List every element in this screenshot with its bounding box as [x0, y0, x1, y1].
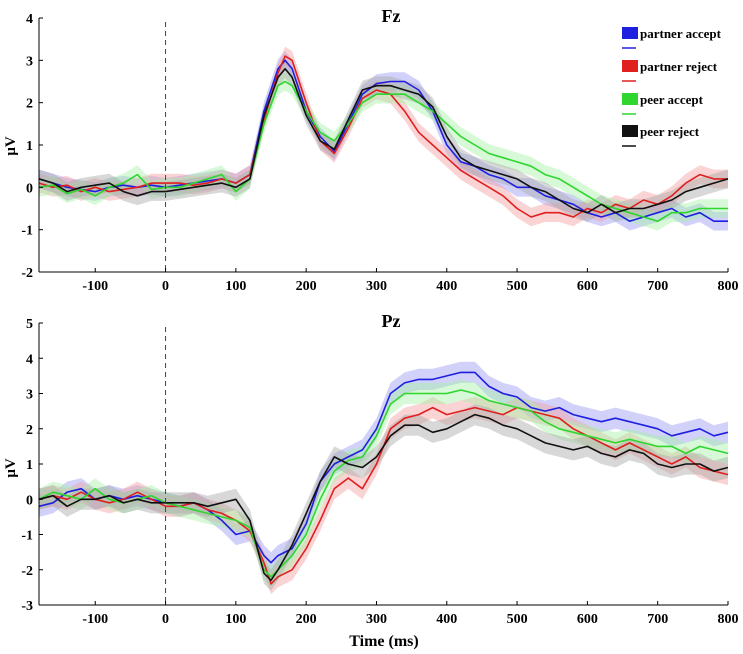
fz-band-partner-accept	[39, 51, 728, 231]
pz-x-tick-label: 800	[718, 612, 739, 627]
legend-label-partner-accept: partner accept	[640, 26, 722, 41]
pz-x-tick-label: 300	[366, 612, 387, 627]
pz-line-partner-accept	[38, 371, 729, 564]
legend: partner accept partner reject peer accep…	[622, 26, 722, 147]
pz-x-tick-label: 200	[296, 612, 317, 627]
pz-x-tick-label: 500	[507, 612, 528, 627]
fz-x-tick-label: 100	[225, 279, 246, 294]
fz-y-tick-label: -2	[21, 266, 33, 281]
fz-y-tick-label: -1	[21, 224, 33, 239]
pz-x-tick-label: 600	[577, 612, 598, 627]
legend-entry-peer-accept: peer accept	[622, 92, 704, 115]
fz-y-tick-label: 1	[26, 139, 33, 154]
fz-band-peer-accept	[39, 72, 728, 231]
fz-panel: Fz μV -100 0 100 200 300 400 500 600 700 800-2-10…	[3, 6, 739, 294]
fz-x-tick-label: 200	[296, 279, 317, 294]
legend-swatch-partner-accept	[622, 27, 638, 39]
pz-band-peer-accept	[39, 379, 728, 588]
pz-panel: Pz μV Time (ms) -100 0 100 200 300 400 500 600 7…	[3, 311, 739, 650]
fz-y-tick-label: 0	[26, 181, 33, 196]
legend-swatch-peer-accept	[622, 93, 638, 105]
pz-y-tick-label: 1	[26, 458, 33, 473]
pz-line-partner-reject	[38, 406, 729, 585]
fz-x-tick-label: 800	[718, 279, 739, 294]
pz-x-tick-label: 400	[436, 612, 457, 627]
pz-y-axis-label: μV	[3, 458, 19, 478]
legend-label-peer-accept: peer accept	[640, 92, 704, 107]
fz-x-tick-label: 300	[366, 279, 387, 294]
fz-chart-title: Fz	[382, 6, 401, 26]
fz-plot-area: -100 0 100 200 300 400 500 600 700 800 -2 -1 0 1 2 3 4	[21, 12, 738, 294]
pz-y-tick-label: 2	[26, 423, 33, 438]
pz-x-tick-label: 0	[162, 612, 169, 627]
legend-entry-partner-accept: partner accept	[622, 26, 722, 49]
legend-swatch-peer-reject	[622, 125, 638, 137]
fz-y-axis-label: μV	[3, 136, 19, 156]
legend-entry-partner-reject: partner reject	[622, 59, 718, 82]
pz-y-tick-label: -1	[21, 529, 33, 544]
pz-plot-area: -100 0 100 200 300 400 500 600 700 800 -3 -2 -1 0 1 2 3 4…	[21, 317, 738, 627]
fz-y-tick-label: 2	[26, 97, 33, 112]
fz-line-peer-reject	[38, 68, 729, 214]
pz-band-partner-reject	[39, 397, 728, 595]
pz-x-tick-label: 100	[225, 612, 246, 627]
pz-y-tick-label: -2	[21, 564, 33, 579]
pz-x-tick-label: 700	[647, 612, 668, 627]
pz-y-tick-label: 0	[26, 493, 33, 508]
legend-entry-peer-reject: peer reject	[622, 124, 700, 147]
legend-label-partner-reject: partner reject	[640, 59, 718, 74]
pz-y-tick-label: 3	[26, 388, 33, 403]
fz-x-tick-label: 0	[162, 279, 169, 294]
pz-y-tick-label: -3	[21, 599, 33, 614]
fz-line-peer-accept	[38, 80, 728, 222]
fz-y-tick-label: 4	[26, 12, 33, 27]
fz-x-tick-label: 400	[436, 279, 457, 294]
pz-y-tick-label: 4	[26, 352, 33, 367]
pz-band-peer-reject	[39, 404, 728, 591]
fz-x-tick-label: 600	[577, 279, 598, 294]
fz-x-tick-label: 500	[507, 279, 528, 294]
pz-band-partner-accept	[39, 361, 728, 574]
pz-chart-title: Pz	[382, 311, 401, 331]
legend-swatch-partner-reject	[622, 60, 638, 72]
pz-y-tick-label: 5	[26, 317, 33, 332]
x-axis-label: Time (ms)	[349, 633, 418, 650]
pz-line-peer-accept	[38, 389, 729, 578]
legend-label-peer-reject: peer reject	[640, 124, 700, 139]
fz-y-tick-label: 3	[26, 54, 33, 69]
pz-line-peer-reject	[38, 413, 729, 582]
pz-x-tick-label: -100	[82, 612, 108, 627]
fz-x-tick-label: -100	[82, 279, 108, 294]
fz-band-peer-reject	[39, 59, 728, 222]
fz-line-partner-accept	[38, 59, 728, 222]
fz-x-tick-label: 700	[647, 279, 668, 294]
